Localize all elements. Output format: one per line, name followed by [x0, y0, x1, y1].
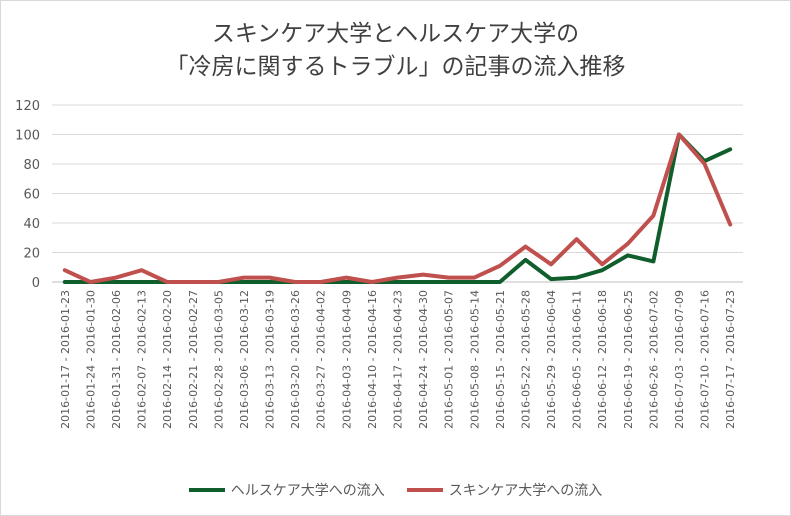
legend-item-1: ヘルスケア大学への流入 [188, 480, 385, 500]
legend-item-2: スキンケア大学への流入 [406, 480, 603, 500]
x-tick-label: 2016-05-15 - 2016-05-21 [494, 290, 507, 429]
x-tick-label: 2016-03-13 - 2016-03-19 [264, 290, 277, 429]
x-tick-label: 2016-04-17 - 2016-04-23 [392, 290, 405, 429]
x-tick-label: 2016-04-10 - 2016-04-16 [366, 290, 379, 429]
x-tick-label: 2016-07-10 - 2016-07-16 [699, 290, 712, 429]
x-tick-label: 2016-06-05 - 2016-06-11 [571, 290, 584, 429]
x-tick-label: 2016-07-17 - 2016-07-23 [724, 290, 737, 429]
x-tick-label: 2016-02-14 - 2016-02-20 [161, 290, 174, 429]
x-tick-label: 2016-03-27 - 2016-04-02 [315, 290, 328, 429]
x-tick-label: 2016-01-17 - 2016-01-23 [59, 290, 72, 429]
x-tick-label: 2016-01-24 - 2016-01-30 [84, 290, 97, 429]
series-line-2 [62, 132, 733, 284]
y-tick-label: 0 [32, 276, 40, 291]
x-tick-label: 2016-04-03 - 2016-04-09 [340, 290, 353, 429]
x-tick-label: 2016-02-28 - 2016-03-05 [212, 290, 225, 429]
x-tick-label: 2016-05-08 - 2016-05-14 [468, 290, 481, 429]
x-tick-label: 2016-06-26 - 2016-07-02 [647, 290, 660, 429]
legend-swatch [188, 488, 225, 492]
x-tick-label: 2016-05-01 - 2016-05-07 [443, 290, 456, 429]
x-tick-label: 2016-03-20 - 2016-03-26 [289, 290, 302, 429]
legend-swatch [406, 488, 443, 492]
x-tick-label: 2016-02-21 - 2016-02-27 [187, 290, 200, 429]
legend-label: ヘルスケア大学への流入 [230, 483, 385, 499]
x-tick-label: 2016-06-12 - 2016-06-18 [596, 290, 609, 429]
x-tick-label: 2016-05-29 - 2016-06-04 [545, 290, 558, 429]
y-tick-label: 80 [23, 158, 40, 173]
y-tick-label: 20 [23, 247, 40, 262]
y-tick-label: 120 [15, 99, 40, 114]
series-line-1 [62, 132, 733, 284]
y-tick-label: 60 [23, 188, 40, 203]
x-tick-label: 2016-06-19 - 2016-06-25 [622, 290, 635, 429]
x-tick-label: 2016-01-31 - 2016-02-06 [110, 290, 123, 429]
x-tick-label: 2016-03-06 - 2016-03-12 [238, 290, 251, 429]
x-tick-label: 2016-07-03 - 2016-07-09 [673, 290, 686, 429]
y-tick-label: 40 [23, 217, 40, 232]
legend: ヘルスケア大学への流入 スキンケア大学への流入 [0, 479, 791, 501]
x-tick-label: 2016-02-07 - 2016-02-13 [136, 290, 149, 429]
y-tick-label: 100 [15, 129, 40, 144]
x-tick-label: 2016-04-24 - 2016-04-30 [417, 290, 430, 429]
legend-label: スキンケア大学への流入 [448, 483, 603, 499]
chart-title-line1: スキンケア大学とヘルスケア大学の [211, 21, 580, 47]
x-tick-label: 2016-05-22 - 2016-05-28 [519, 290, 532, 429]
chart-title-line2: 「冷房に関するトラブル」の記事の流入推移 [165, 54, 626, 80]
